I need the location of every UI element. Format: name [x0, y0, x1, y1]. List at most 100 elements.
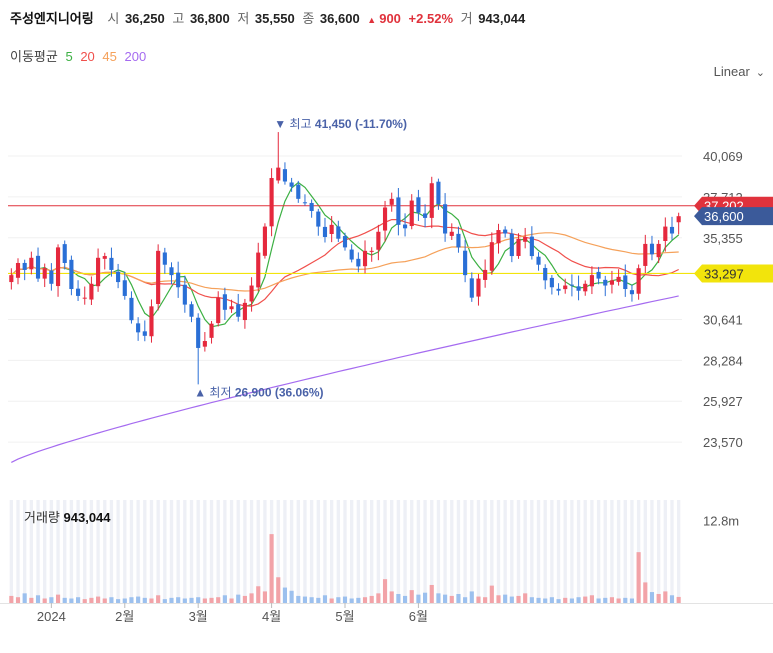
candle — [302, 194, 308, 206]
candle-body — [269, 178, 274, 227]
volume-bar — [583, 596, 588, 603]
candle — [543, 264, 548, 290]
candle-body — [276, 167, 281, 181]
volume-bar — [256, 586, 261, 603]
candle-body — [609, 280, 614, 285]
candle — [276, 132, 281, 184]
current-price-badge-text: 36,600 — [704, 209, 744, 224]
candle-body — [443, 204, 448, 234]
scale-mode-label: Linear — [713, 64, 750, 79]
candle — [15, 258, 21, 285]
moving-average-legend[interactable]: 이동평균 5 20 45 200 — [10, 46, 150, 65]
candle — [616, 269, 621, 286]
candle — [563, 278, 568, 294]
candle — [136, 317, 141, 341]
candle-body — [576, 286, 581, 291]
candle-body — [629, 290, 635, 295]
candle-body — [416, 197, 421, 213]
candle-body — [176, 272, 181, 288]
candle — [289, 177, 294, 192]
candle — [316, 208, 321, 236]
candle — [129, 291, 134, 324]
candle-body — [669, 226, 675, 234]
ma-45: 45 — [102, 49, 117, 64]
volume-bar — [476, 596, 481, 603]
volume-bar — [489, 585, 494, 603]
candle-body — [483, 269, 488, 280]
candle-body — [282, 169, 288, 182]
candle-body — [356, 258, 361, 267]
candle — [222, 287, 227, 320]
y-tick-label: 30,641 — [703, 313, 743, 328]
volume-bar — [182, 598, 187, 603]
open-label: 시 — [107, 11, 120, 26]
candle — [463, 239, 468, 283]
volume-bar — [549, 597, 554, 603]
volume-bar — [249, 593, 254, 603]
ma-legend-title: 이동평균 — [10, 49, 58, 64]
candle — [216, 291, 221, 327]
candle-body — [122, 280, 127, 296]
candle-body — [369, 250, 374, 252]
volume-bar — [676, 596, 681, 603]
candle — [596, 266, 601, 285]
candle — [256, 242, 261, 292]
candle-body — [342, 236, 348, 248]
volume-bar — [369, 595, 374, 603]
volume-bar — [643, 582, 648, 603]
candle — [182, 275, 187, 313]
volume-bar — [269, 534, 274, 603]
candle-body — [362, 250, 368, 267]
candle — [402, 213, 408, 237]
candle — [469, 272, 474, 302]
candle — [82, 286, 87, 305]
candle — [496, 223, 501, 254]
low-value: 35,550 — [254, 11, 295, 26]
candle — [336, 220, 341, 242]
candle-body — [549, 277, 554, 288]
candle — [55, 244, 61, 297]
y-tick-label: 35,355 — [703, 231, 743, 246]
support-price-badge-shape — [694, 264, 773, 283]
volume-bar — [563, 597, 568, 603]
candle — [456, 226, 461, 253]
candle — [209, 321, 214, 344]
candle — [603, 275, 608, 297]
volume-bar — [156, 595, 161, 603]
candle — [196, 313, 201, 385]
x-tick-label: 5월 — [335, 609, 354, 624]
candle-body — [55, 247, 61, 287]
candle — [609, 270, 614, 294]
volume-bar — [209, 597, 214, 603]
candle-body — [663, 226, 668, 241]
volume-bar — [529, 597, 534, 603]
candle — [22, 259, 27, 281]
candle-body — [382, 207, 388, 231]
candle — [523, 227, 528, 249]
volume-bar — [142, 597, 147, 603]
candle — [116, 263, 121, 289]
stock-name: 주성엔지니어링 — [10, 11, 94, 26]
candle-body — [676, 216, 681, 223]
volume-bar — [82, 599, 87, 603]
candle-body — [129, 297, 134, 321]
volume-bar — [122, 598, 127, 603]
candle — [536, 252, 541, 271]
candle-body — [156, 250, 161, 304]
scale-mode-dropdown[interactable]: Linear ⌄ — [714, 64, 765, 79]
candle-body — [182, 284, 187, 305]
candle-body — [536, 256, 541, 265]
volume-bar — [149, 598, 154, 603]
volume-bar — [349, 598, 354, 603]
candle — [236, 293, 241, 322]
volume-bar — [456, 593, 461, 603]
y-tick-label: 40,069 — [703, 149, 743, 164]
candle-body — [449, 231, 454, 236]
candle-body — [196, 317, 201, 348]
volume-bar — [469, 591, 474, 603]
volume-bar — [636, 552, 641, 603]
candle-body — [222, 294, 227, 310]
volume-bar — [596, 598, 601, 603]
volume-bar — [656, 593, 661, 603]
